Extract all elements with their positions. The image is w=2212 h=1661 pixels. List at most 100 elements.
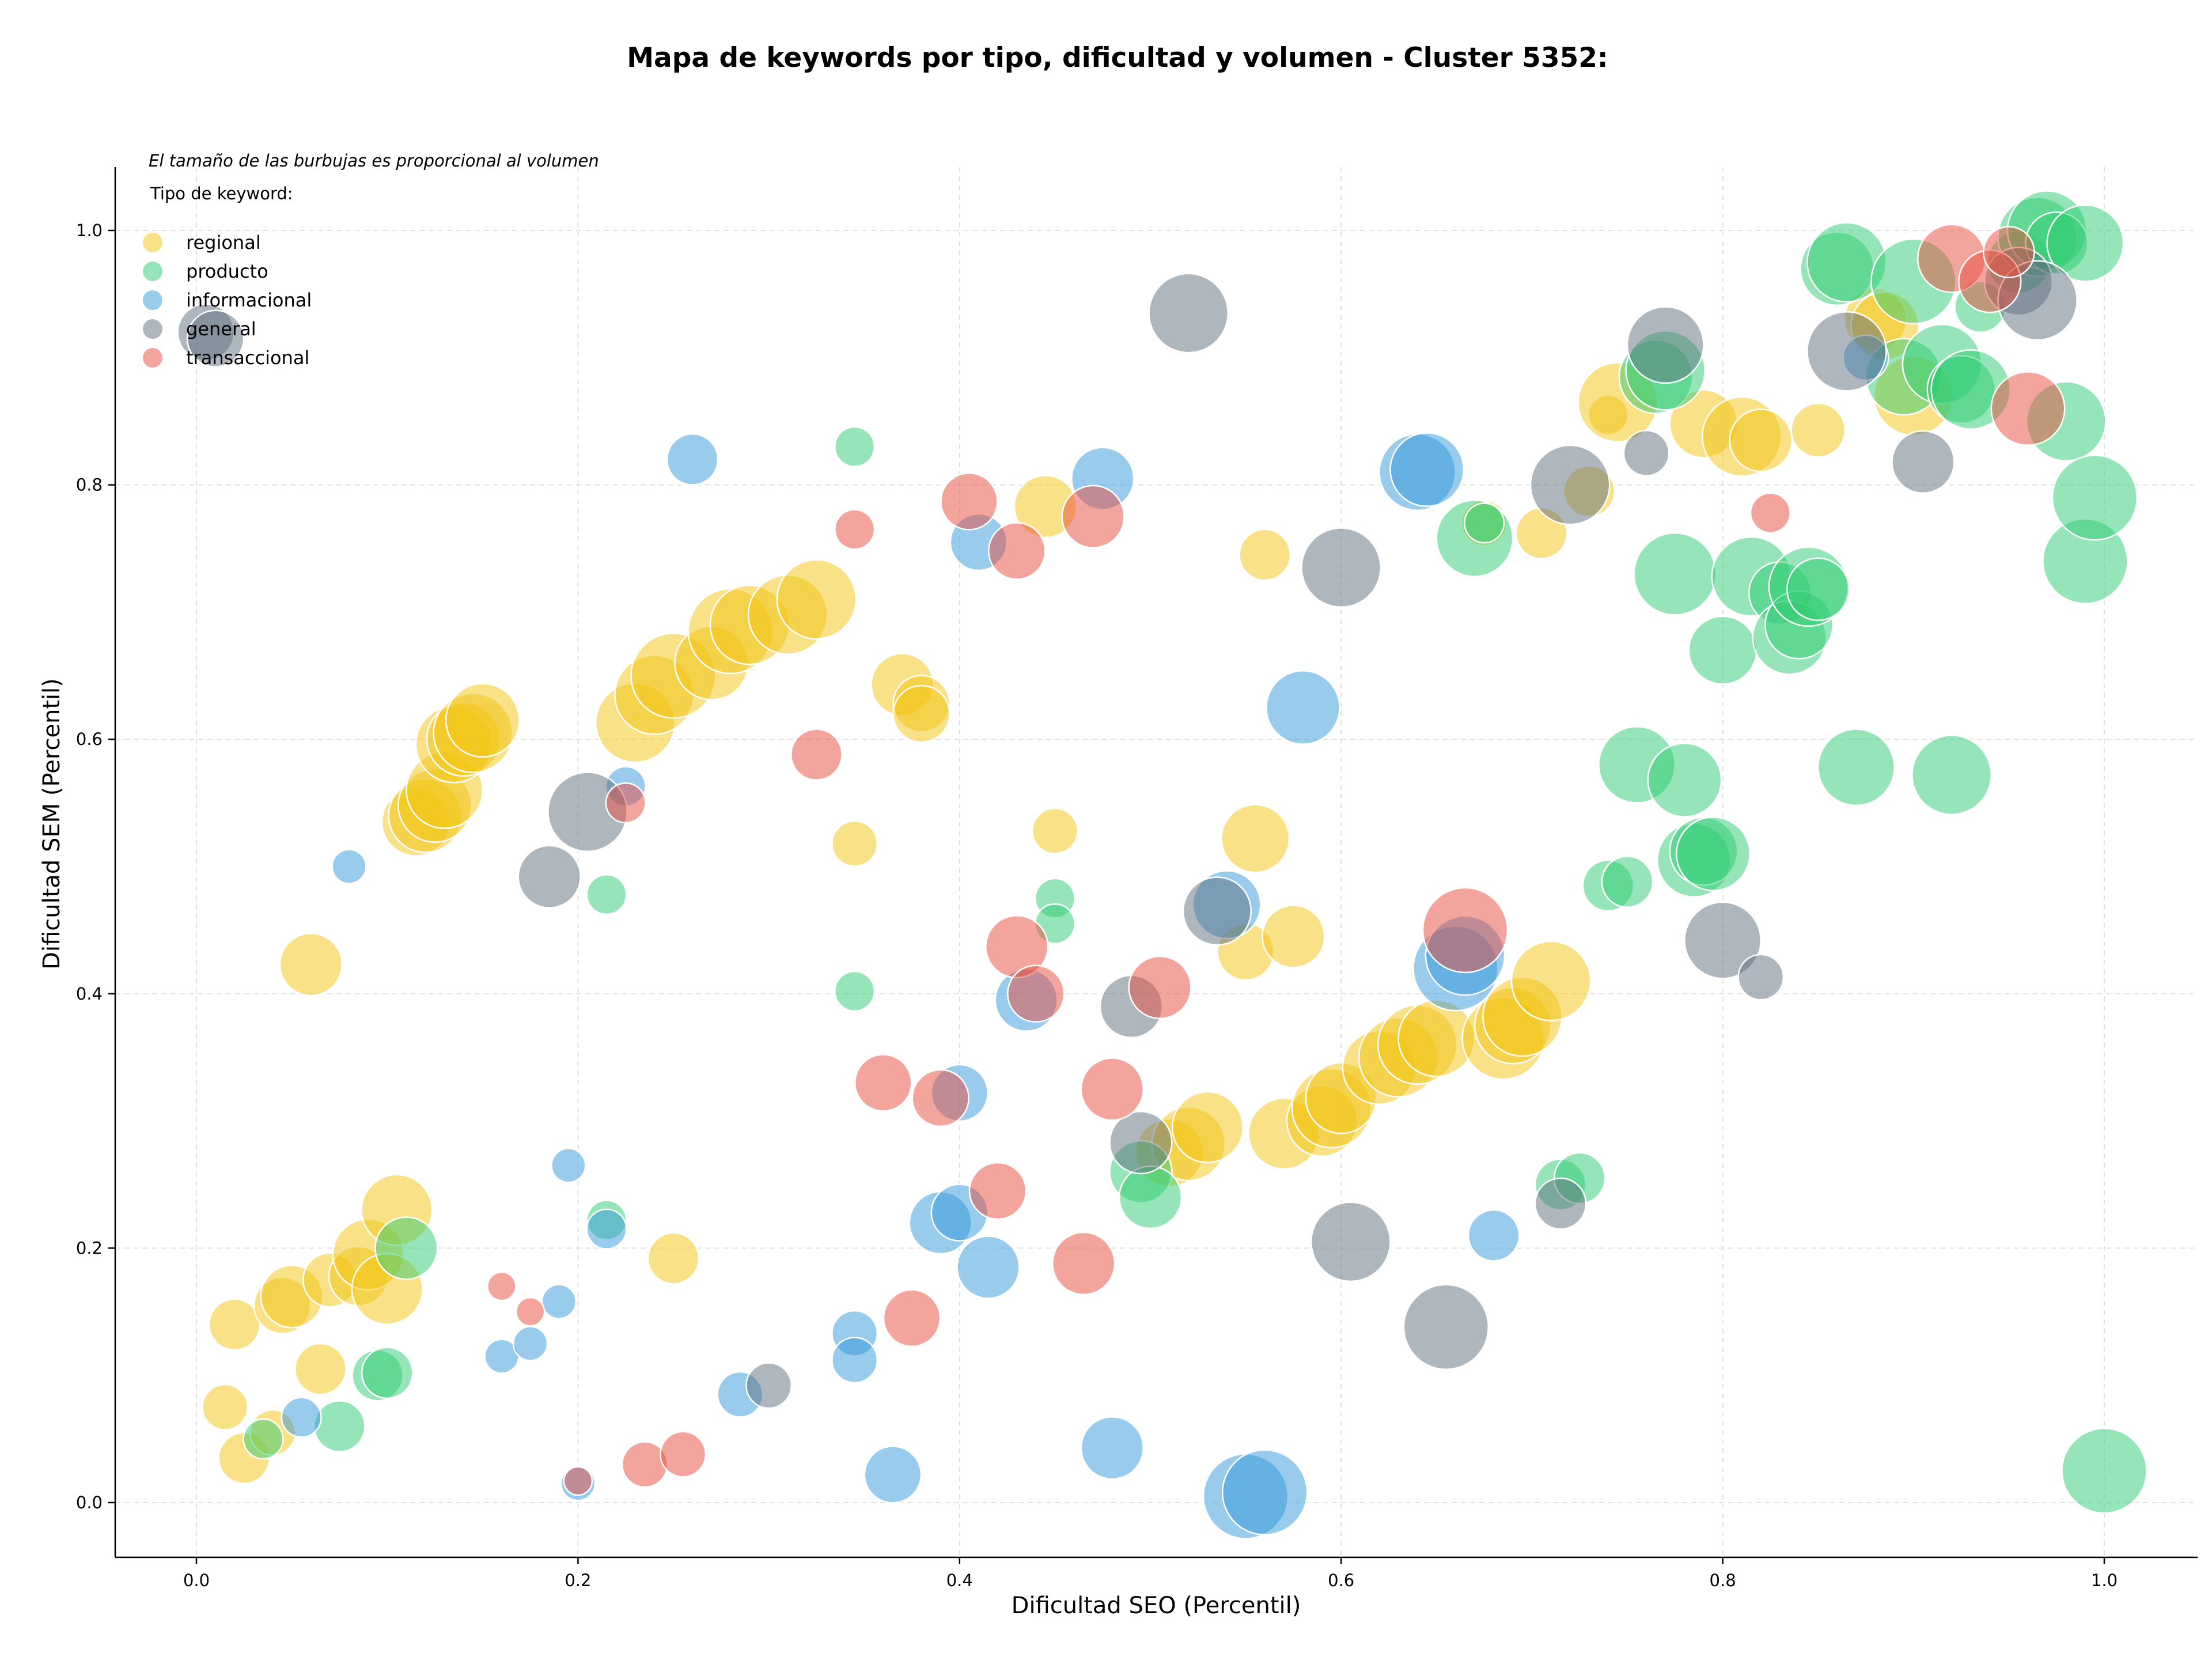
legend-marker-general xyxy=(143,319,162,339)
bubble-informacional xyxy=(1080,1416,1144,1480)
series-producto xyxy=(243,190,2147,1514)
bubble-transaccional xyxy=(1422,887,1509,974)
bubble-transaccional xyxy=(605,782,646,824)
bubble-transaccional xyxy=(1983,226,2035,278)
bubble-producto xyxy=(1786,557,1850,621)
bubble-general xyxy=(1684,901,1762,979)
x-tick-label: 0.8 xyxy=(1710,1571,1736,1590)
bubble-regional xyxy=(831,820,878,867)
legend-marker-transaccional xyxy=(143,348,162,368)
bubble-producto xyxy=(1464,502,1505,544)
bubble-regional xyxy=(1221,804,1290,873)
bubble-transaccional xyxy=(515,1297,546,1327)
x-tick-label: 0.0 xyxy=(183,1571,210,1590)
x-tick-label: 1.0 xyxy=(2091,1571,2118,1590)
bubble-regional xyxy=(1238,528,1291,581)
bubble-regional xyxy=(1510,940,1592,1021)
bubble-transaccional xyxy=(1051,1231,1116,1296)
bubble-producto xyxy=(834,970,876,1012)
bubble-transaccional xyxy=(987,522,1046,580)
bubble-producto xyxy=(1817,728,1895,807)
bubble-regional xyxy=(1262,905,1325,968)
legend: Tipo de keyword: regional producto informa… xyxy=(143,184,312,369)
bubble-general xyxy=(517,845,581,909)
bubble-producto xyxy=(313,1400,366,1452)
bubble-informacional xyxy=(831,1337,878,1384)
bubble-informacional xyxy=(956,1235,1020,1299)
bubble-regional xyxy=(1171,1091,1244,1164)
bubble-general xyxy=(1806,311,1887,392)
bubble-informacional xyxy=(586,1208,627,1250)
bubble-transaccional xyxy=(487,1271,517,1301)
bubble-producto xyxy=(1688,615,1758,685)
bubble-producto xyxy=(834,426,876,467)
bubble-transaccional xyxy=(911,1069,969,1127)
bubble-general xyxy=(1891,430,1955,494)
legend-label-regional: regional xyxy=(186,232,261,253)
bubble-general xyxy=(1182,876,1252,946)
bubble-transaccional xyxy=(854,1054,912,1112)
bubble-producto xyxy=(374,1216,438,1280)
y-tick-label: 0.4 xyxy=(76,984,103,1004)
bubble-general xyxy=(1109,1110,1173,1175)
legend-label-transaccional: transaccional xyxy=(186,347,309,369)
bubble-regional xyxy=(1729,408,1793,472)
bubble-producto xyxy=(1676,816,1751,891)
bubble-producto xyxy=(2051,454,2138,541)
y-tick-label: 0.0 xyxy=(76,1493,103,1512)
bubble-informacional xyxy=(281,1397,322,1438)
bubble-general xyxy=(1626,306,1705,384)
legend-label-general: general xyxy=(186,318,256,340)
bubble-producto xyxy=(1601,856,1654,908)
bubble-transaccional xyxy=(1061,485,1125,548)
bubble-informacional xyxy=(551,1148,586,1183)
bubble-transaccional xyxy=(968,1161,1027,1220)
bubble-producto xyxy=(2046,204,2124,282)
y-tick-label: 1.0 xyxy=(76,221,103,240)
y-tick-label: 0.6 xyxy=(76,729,103,749)
bubble-transaccional xyxy=(834,509,876,550)
bubble-transaccional xyxy=(660,1431,707,1478)
bubble-general xyxy=(1301,527,1382,608)
bubble-general xyxy=(1534,1177,1587,1230)
bubble-size-note: El tamaño de las burbujas es proporciona… xyxy=(149,151,599,171)
bubble-regional xyxy=(294,1342,347,1395)
bubble-informacional xyxy=(1467,1209,1520,1262)
bubble-transaccional xyxy=(1080,1057,1144,1121)
bubble-informacional xyxy=(863,1446,922,1504)
x-tick-label: 0.2 xyxy=(565,1571,591,1590)
bubble-informacional xyxy=(541,1284,577,1319)
y-axis-label: Dificultad SEM (Percentil) xyxy=(39,678,65,970)
bubble-producto xyxy=(243,1418,284,1460)
bubble-regional xyxy=(445,683,520,758)
bubble-general xyxy=(1737,954,1785,1001)
bubble-regional xyxy=(892,684,950,743)
bubble-transaccional xyxy=(1990,371,2066,447)
chart-title: Mapa de keywords por tipo, dificultad y … xyxy=(627,42,1608,74)
series-transaccional xyxy=(487,224,2066,1496)
bubble-producto xyxy=(586,874,627,915)
bubble-general xyxy=(1310,1201,1391,1282)
bubble-regional xyxy=(647,1232,700,1285)
x-axis-label: Dificultad SEO (Percentil) xyxy=(1012,1592,1301,1619)
y-tick-label: 0.2 xyxy=(76,1238,103,1258)
bubble-transaccional xyxy=(1128,955,1192,1019)
bubble-producto xyxy=(1118,1165,1183,1229)
bubble-informacional xyxy=(1389,432,1465,508)
bubble-general xyxy=(1529,444,1611,525)
bubble-regional xyxy=(1031,807,1078,854)
bubble-producto xyxy=(361,1346,414,1399)
bubble-producto xyxy=(2061,1428,2147,1514)
bubble-general xyxy=(745,1362,793,1409)
x-tick-label: 0.4 xyxy=(946,1571,973,1590)
legend-label-producto: producto xyxy=(186,260,268,282)
bubble-producto xyxy=(1911,735,1992,815)
legend-marker-regional xyxy=(143,233,162,252)
bubble-informacional xyxy=(666,433,719,486)
legend-label-informacional: informacional xyxy=(186,289,312,311)
legend-title: Tipo de keyword: xyxy=(150,184,293,203)
bubble-transaccional xyxy=(790,728,843,781)
bubble-informacional xyxy=(331,849,367,884)
bubble-producto xyxy=(1633,532,1717,616)
